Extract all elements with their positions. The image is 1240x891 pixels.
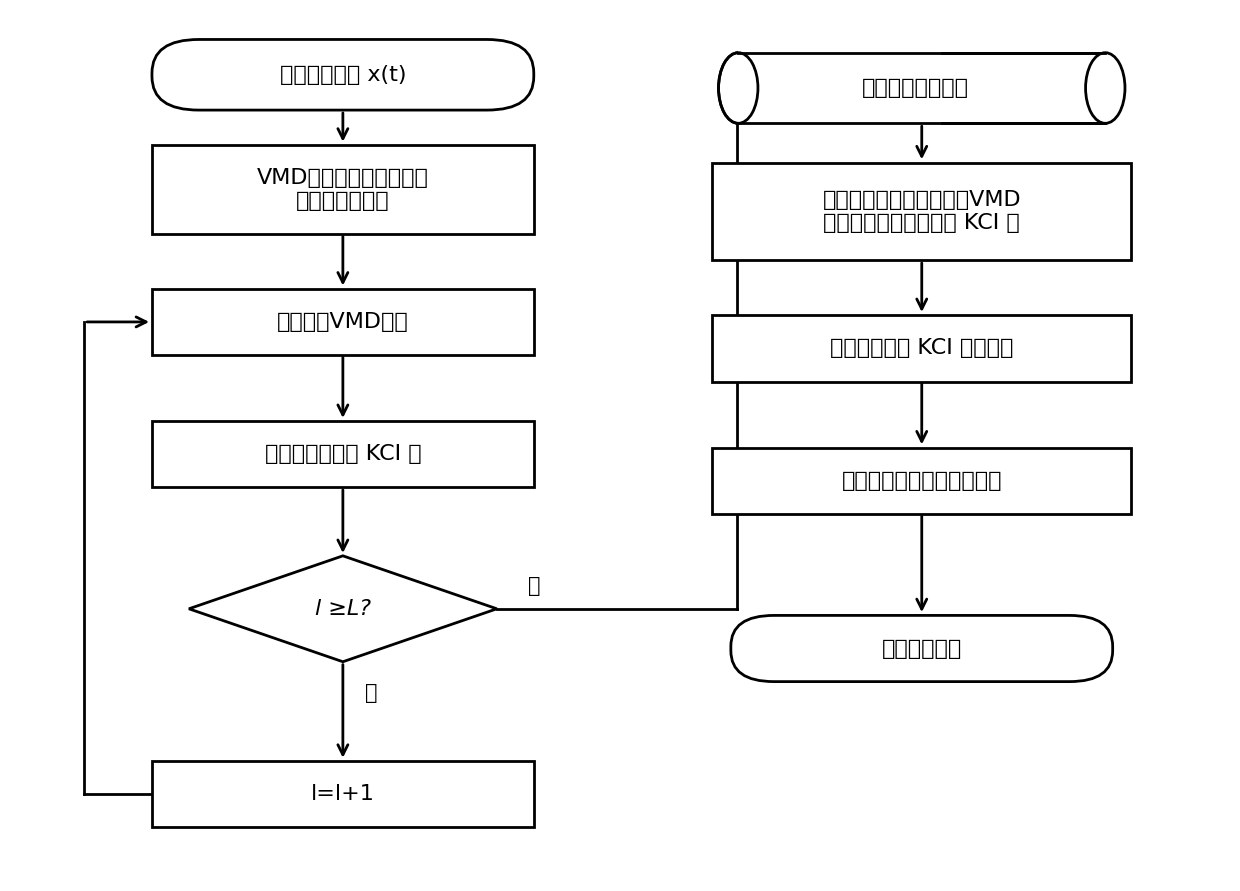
Text: VMD分解参数范围设定及
遗传算法初始化: VMD分解参数范围设定及 遗传算法初始化 [257,168,429,211]
Text: 机械振动信号 x(t): 机械振动信号 x(t) [280,65,407,85]
Text: 利用最优参数对信号进行VMD
分解，并计算分量信号 KCI 值: 利用最优参数对信号进行VMD 分解，并计算分量信号 KCI 值 [822,190,1021,233]
Bar [712,447,1131,514]
Text: 否: 否 [365,683,377,703]
Text: 振动信号VMD分解: 振动信号VMD分解 [277,312,409,332]
Ellipse shape [718,53,758,123]
Text: l=l+1: l=l+1 [311,784,374,805]
Polygon shape [188,556,497,662]
Bar [738,53,1125,123]
Bar [153,145,533,233]
FancyBboxPatch shape [153,39,533,110]
Bar [738,51,941,125]
Bar [712,163,1131,260]
Bar [712,315,1131,381]
Text: 故障类型辨识: 故障类型辨识 [882,639,962,658]
Ellipse shape [1085,53,1125,123]
Text: 选择具有最大 KCI 值的分量: 选择具有最大 KCI 值的分量 [830,339,1013,358]
Bar [153,761,533,827]
Text: 保存最优分解参数: 保存最优分解参数 [862,78,970,98]
Bar [153,289,533,355]
Text: 计算分量信号的 KCI 值: 计算分量信号的 KCI 值 [264,445,422,464]
Text: 包络分析提取故障特征频率: 包络分析提取故障特征频率 [842,470,1002,491]
Text: l ≥L?: l ≥L? [315,599,371,618]
Text: 是: 是 [528,576,541,595]
FancyBboxPatch shape [730,616,1112,682]
Bar [153,421,533,487]
